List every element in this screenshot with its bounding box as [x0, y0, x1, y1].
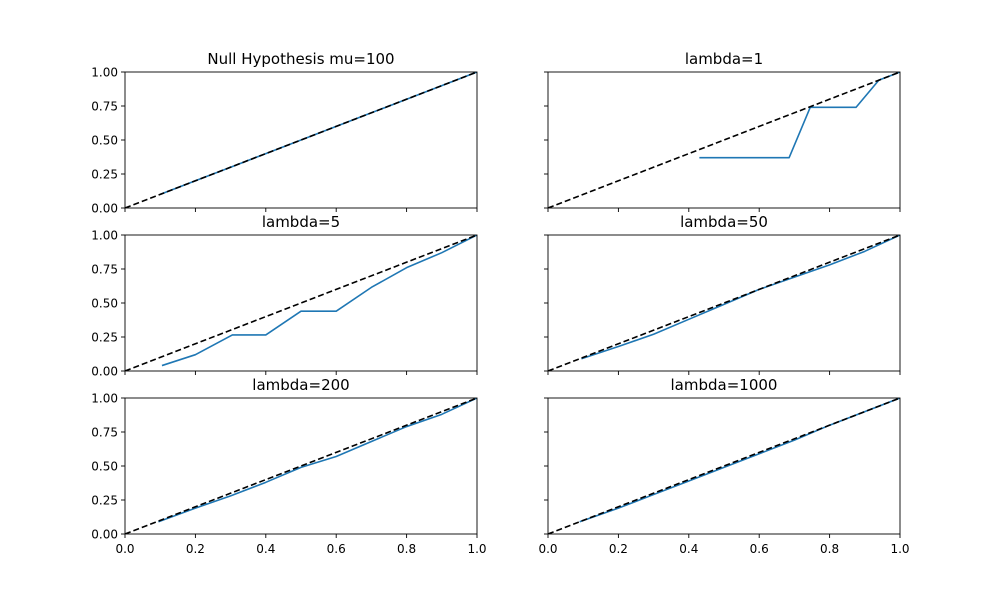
- x-tick-label: 0.6: [327, 542, 346, 556]
- panel-title: lambda=1: [685, 50, 763, 68]
- y-tick-label: 0.75: [91, 263, 118, 277]
- x-tick-label: 0.4: [679, 542, 698, 556]
- reference-diagonal-line: [548, 72, 900, 208]
- y-tick-label: 0.25: [91, 494, 118, 508]
- series-line: [161, 235, 477, 367]
- x-tick-label: 1.0: [467, 542, 486, 556]
- reference-diagonal-line: [548, 235, 900, 371]
- y-tick-label: 1.00: [91, 392, 118, 406]
- panel-3: lambda=5 0.00 0.25 0.50 0.75 1.00: [91, 213, 478, 379]
- x-tick-label: 0.2: [609, 542, 628, 556]
- y-tick-label: 0.00: [91, 202, 118, 216]
- x-tick-label: 0.0: [115, 542, 134, 556]
- panel-2: lambda=1: [544, 50, 901, 212]
- x-tick-label: 1.0: [890, 542, 909, 556]
- reference-diagonal-line: [125, 398, 477, 534]
- y-tick-label: 0.00: [91, 528, 118, 542]
- panel-6: lambda=1000 0.0 0.2 0.4 0.6 0.8 1.0: [538, 376, 909, 556]
- series-line: [158, 398, 477, 523]
- y-tick-label: 0.75: [91, 100, 118, 114]
- axes-frame: [124, 397, 478, 535]
- panel-title: lambda=200: [252, 376, 349, 394]
- reference-diagonal-line: [548, 398, 900, 534]
- y-tick-label: 0.50: [91, 460, 118, 474]
- y-tick-label: 0.25: [91, 168, 118, 182]
- y-tick-label: 0.75: [91, 426, 118, 440]
- y-tick-label: 1.00: [91, 66, 118, 80]
- x-tick-label: 0.8: [397, 542, 416, 556]
- panel-title: Null Hypothesis mu=100: [207, 50, 394, 68]
- panel-5: lambda=200 0.0 0.2 0.4 0.6 0.8 1.0 0.00 0.25 0.50…: [91, 376, 486, 556]
- reference-diagonal-line: [125, 235, 477, 371]
- axes-frame: [547, 397, 901, 535]
- y-tick-label: 0.50: [91, 297, 118, 311]
- y-tick-label: 0.00: [91, 365, 118, 379]
- axes-frame: [124, 71, 478, 209]
- series-line: [699, 72, 900, 159]
- x-tick-label: 0.2: [186, 542, 205, 556]
- x-tick-label: 0.8: [820, 542, 839, 556]
- panel-1: Null Hypothesis mu=100 0.00 0.25 0.50 0.75 1.…: [91, 50, 478, 216]
- y-tick-label: 0.50: [91, 134, 118, 148]
- x-tick-label: 0.0: [538, 542, 557, 556]
- axes-frame: [124, 234, 478, 372]
- panel-title: lambda=1000: [671, 376, 778, 394]
- panel-title: lambda=50: [680, 213, 768, 231]
- axes-frame: [547, 71, 901, 209]
- panel-4: lambda=50: [544, 213, 901, 375]
- y-tick-label: 1.00: [91, 229, 118, 243]
- panel-title: lambda=5: [262, 213, 340, 231]
- x-tick-label: 0.4: [256, 542, 275, 556]
- axes-frame: [547, 234, 901, 372]
- y-tick-label: 0.25: [91, 331, 118, 345]
- x-tick-label: 0.6: [750, 542, 769, 556]
